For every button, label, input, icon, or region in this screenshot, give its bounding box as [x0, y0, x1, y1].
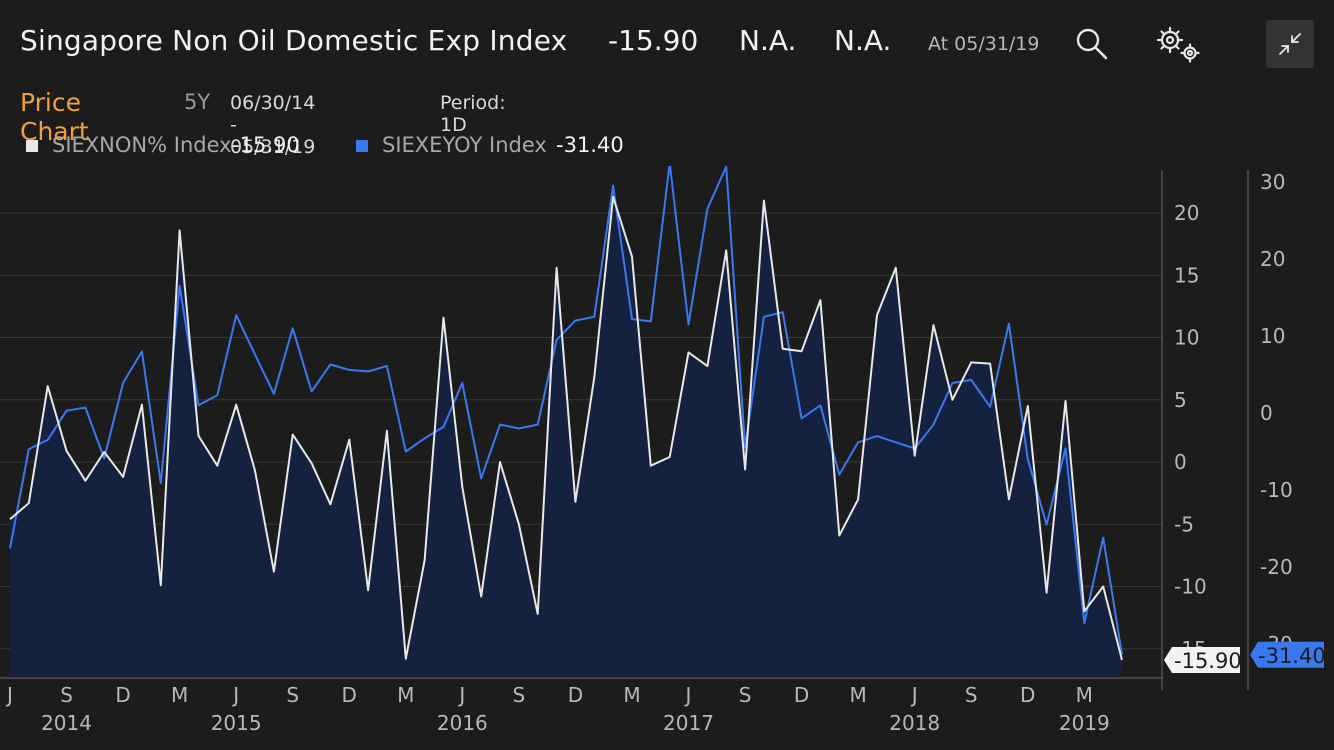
x-month-label: S [286, 683, 299, 707]
x-month-label: D [794, 683, 809, 707]
x-month-label: M [171, 683, 188, 707]
x-month-label: J [910, 683, 918, 707]
last-value-tag-siexeyoy [1250, 641, 1324, 668]
y-left-tick-label: 10 [1174, 326, 1199, 350]
series-line-siexnon[interactable] [9, 195, 1123, 661]
price-chart[interactable]: 20151050-5-10-153020100-10-20-30JSDMJSDM… [0, 166, 1334, 750]
as-of-date: At 05/31/19 [928, 33, 1040, 55]
x-year-label: 2019 [1059, 711, 1110, 735]
x-month-label: D [342, 683, 357, 707]
net-change: N.A. [739, 24, 797, 57]
y-left-tick-label: 5 [1174, 388, 1187, 412]
period-frequency: Period: 1D [440, 92, 506, 136]
x-month-label: S [739, 683, 752, 707]
y-right-tick-label: 20 [1260, 247, 1285, 271]
collapse-arrows-icon [1279, 33, 1301, 55]
legend-name: SIEXEYOY Index [382, 133, 547, 157]
y-right-tick-label: -20 [1260, 555, 1293, 579]
period-5y-button[interactable]: 5Y [184, 90, 211, 114]
legend-value: -15.90 [232, 133, 300, 157]
y-left-tick-label: -10 [1174, 575, 1207, 599]
y-left-tick-label: 20 [1174, 201, 1199, 225]
last-price: -15.90 [608, 24, 699, 57]
x-month-label: J [457, 683, 465, 707]
x-year-label: 2016 [437, 711, 488, 735]
x-month-label: S [60, 683, 73, 707]
y-left-tick-label: 15 [1174, 263, 1199, 287]
security-title: Singapore Non Oil Domestic Exp Index [20, 24, 568, 57]
x-month-label: S [513, 683, 526, 707]
x-month-label: D [568, 683, 583, 707]
chart-header: Singapore Non Oil Domestic Exp Index -15… [0, 0, 1334, 80]
y-right-tick-label: 0 [1260, 401, 1273, 425]
legend-swatch [26, 140, 38, 152]
y-left-tick-label: 0 [1174, 450, 1187, 474]
settings-gears-icon[interactable] [1152, 22, 1206, 66]
x-year-label: 2015 [211, 711, 262, 735]
legend-name: SIEXNON% Index [52, 133, 232, 157]
y-right-tick-label: -10 [1260, 478, 1293, 502]
x-month-label: M [850, 683, 867, 707]
x-month-label: M [1076, 683, 1093, 707]
collapse-button[interactable] [1266, 20, 1314, 68]
x-year-label: 2014 [41, 711, 92, 735]
x-month-label: S [965, 683, 978, 707]
x-year-label: 2017 [663, 711, 714, 735]
series-line-siexeyoy[interactable] [9, 166, 1123, 655]
y-right-tick-label: 30 [1260, 170, 1285, 194]
search-icon[interactable] [1074, 26, 1110, 62]
x-month-label: M [623, 683, 640, 707]
y-right-tick-label: 10 [1260, 324, 1285, 348]
last-value-label-siexeyoy: -31.40 [1258, 644, 1326, 668]
x-month-label: M [397, 683, 414, 707]
x-year-label: 2018 [889, 711, 940, 735]
date-range: 06/30/14 - 05/31/19 [230, 92, 316, 158]
x-month-label: J [684, 683, 692, 707]
legend-swatch [356, 140, 368, 152]
percent-change: N.A. [834, 24, 892, 57]
legend-value: -31.40 [556, 133, 624, 157]
x-month-label: J [5, 683, 13, 707]
x-month-label: D [115, 683, 130, 707]
y-left-tick-label: -5 [1174, 512, 1194, 536]
x-month-label: J [231, 683, 239, 707]
last-value-tag-siexnon [1164, 646, 1240, 673]
series-area-siexnon [10, 196, 1122, 677]
x-month-label: D [1020, 683, 1035, 707]
last-value-label-siexnon: -15.90 [1174, 649, 1242, 673]
